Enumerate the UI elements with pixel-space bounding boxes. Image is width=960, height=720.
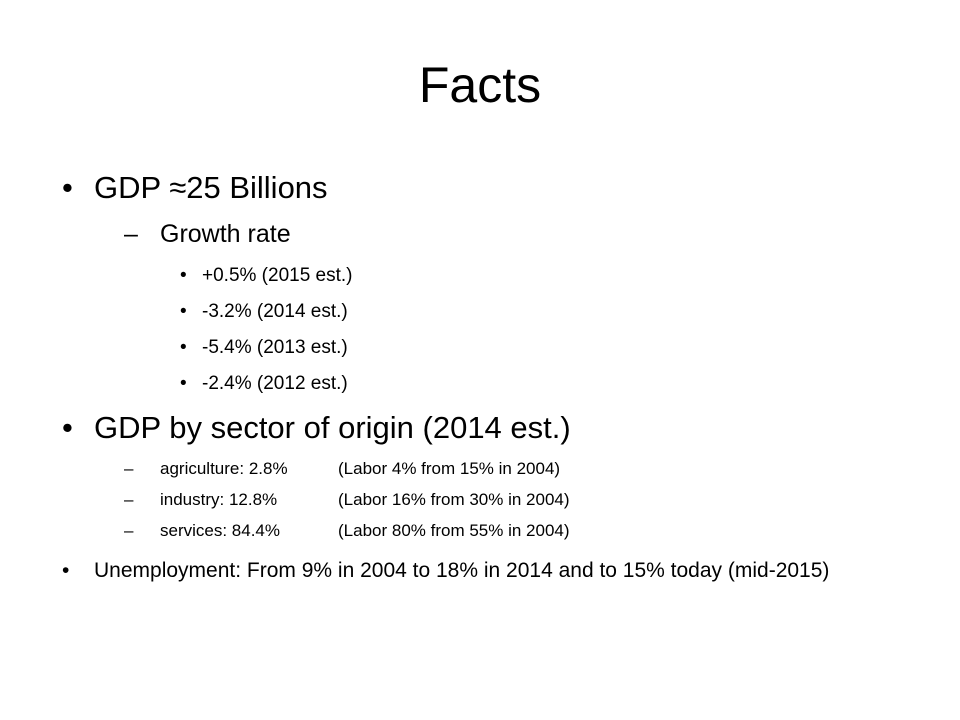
dash-icon: – [124, 521, 134, 540]
sector-labor: (Labor 4% from 15% in 2004) [338, 459, 561, 478]
growth-item-2013: • -5.4% (2013 est.) [180, 336, 902, 360]
growth-value: +0.5% (2015 est.) [202, 265, 353, 286]
slide-body: • GDP ≈25 Billions – Growth rate • +0.5%… [62, 168, 902, 584]
bullet-icon: • [180, 265, 187, 286]
dash-icon: – [124, 459, 134, 478]
dash-icon: – [124, 490, 134, 509]
sector-name: industry: 12.8% [160, 490, 278, 509]
growth-item-2014: • -3.2% (2014 est.) [180, 300, 902, 324]
sector-item-industry: – industry: 12.8% (Labor 16% from 30% in … [124, 489, 902, 511]
bullet-icon: • [180, 337, 187, 358]
growth-item-2012: • -2.4% (2012 est.) [180, 372, 902, 396]
sector-labor: (Labor 16% from 30% in 2004) [338, 490, 570, 509]
growth-item-2015: • +0.5% (2015 est.) [180, 264, 902, 288]
bullet-growth-rate: – Growth rate [124, 218, 902, 250]
growth-value: -2.4% (2012 est.) [202, 373, 348, 394]
bullet-icon: • [62, 410, 73, 445]
bullet-icon: • [180, 373, 187, 394]
growth-value: -5.4% (2013 est.) [202, 337, 348, 358]
bullet-icon: • [62, 170, 73, 205]
unemployment-text: Unemployment: From 9% in 2004 to 18% in … [94, 559, 830, 582]
gdp-sector-text: GDP by sector of origin (2014 est.) [94, 410, 571, 445]
sector-item-agriculture: – agriculture: 2.8% (Labor 4% from 15% in… [124, 458, 902, 480]
bullet-icon: • [62, 559, 70, 582]
gdp-text: GDP ≈25 Billions [94, 170, 328, 205]
dash-icon: – [124, 220, 138, 248]
sector-labor: (Labor 80% from 55% in 2004) [338, 521, 570, 540]
growth-rate-label: Growth rate [160, 220, 291, 248]
bullet-icon: • [180, 301, 187, 322]
bullet-unemployment: • Unemployment: From 9% in 2004 to 18% i… [62, 558, 902, 584]
sector-item-services: – services: 84.4% (Labor 80% from 55% in … [124, 520, 902, 542]
sector-name: agriculture: 2.8% [160, 459, 288, 478]
growth-value: -3.2% (2014 est.) [202, 301, 348, 322]
bullet-gdp-sector: • GDP by sector of origin (2014 est.) [62, 408, 902, 448]
sector-name: services: 84.4% [160, 521, 280, 540]
slide-title: Facts [418, 57, 542, 113]
bullet-gdp: • GDP ≈25 Billions [62, 168, 902, 208]
